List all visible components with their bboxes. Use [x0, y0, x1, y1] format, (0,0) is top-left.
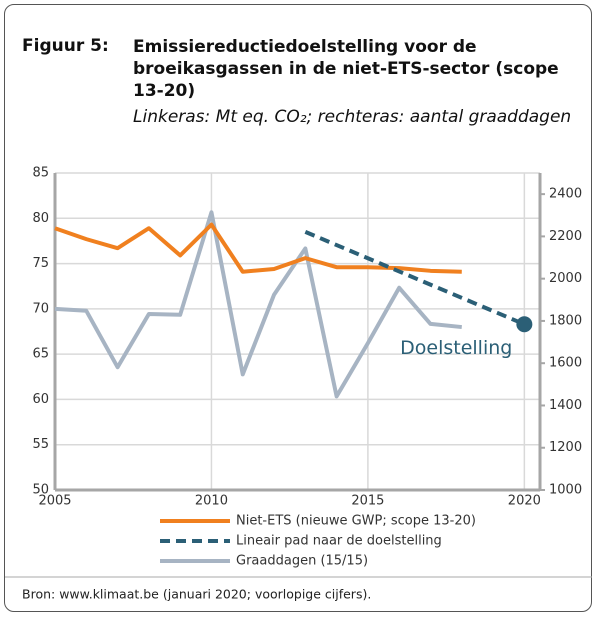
- y2-tick-label: 2400: [549, 187, 582, 202]
- y-tick-label: 80: [32, 211, 49, 226]
- series-line: [304, 230, 526, 327]
- legend-label: Graaddagen (15/15): [236, 554, 368, 569]
- y-tick-label: 85: [32, 166, 49, 181]
- y-tick-label: 60: [32, 392, 49, 407]
- y2-tick-label: 2200: [549, 229, 582, 244]
- source: Bron: www.klimaat.be (januari 2020; voor…: [22, 587, 371, 602]
- series-line: [54, 210, 462, 399]
- chart-subtitle: Linkeras: Mt eq. CO₂; rechteras: aantal …: [133, 107, 572, 127]
- frame: [4, 4, 592, 612]
- y-tick-label: 65: [32, 347, 49, 362]
- y2-tick-label: 1800: [549, 313, 582, 328]
- x-tick-label: 2015: [351, 494, 384, 509]
- y2-tick-label: 1200: [549, 440, 582, 455]
- y-tick-label: 50: [32, 483, 49, 498]
- figure-label: Figuur 5:: [22, 36, 109, 56]
- legend-label: Lineair pad naar de doelstelling: [236, 534, 442, 549]
- y2-tick-label: 1000: [549, 483, 582, 498]
- y2-tick-label: 1600: [549, 356, 582, 371]
- y-tick-label: 70: [32, 301, 49, 316]
- annotation: Doelstelling: [400, 337, 512, 359]
- x-tick-label: 2005: [38, 494, 71, 509]
- y-tick-label: 75: [32, 256, 49, 271]
- series-line: [54, 222, 462, 274]
- legend-label: Niet-ETS (nieuwe GWP; scope 13-20): [236, 514, 476, 529]
- y-tick-label: 55: [32, 437, 49, 452]
- x-tick-label: 2010: [195, 494, 228, 509]
- x-tick-label: 2020: [508, 494, 541, 509]
- target-marker: [516, 316, 533, 333]
- y2-tick-label: 2000: [549, 271, 582, 286]
- y2-tick-label: 1400: [549, 398, 582, 413]
- chart-title: Emissiereductiedoelstelling voor de broe…: [133, 37, 559, 101]
